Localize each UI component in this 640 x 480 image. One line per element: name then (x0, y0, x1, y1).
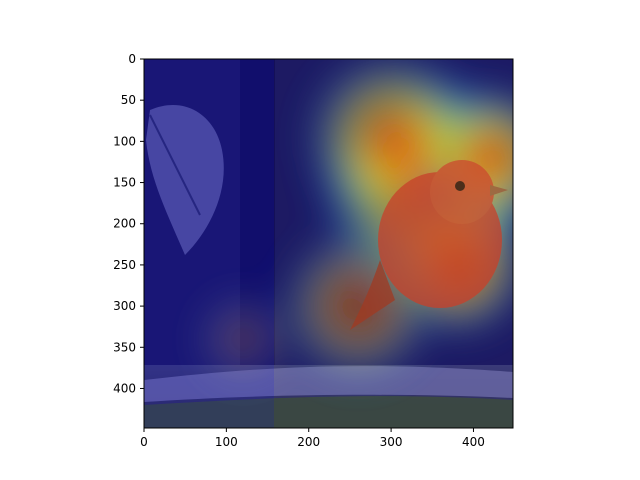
x-axis: 0 100 200 300 400 (140, 428, 485, 449)
x-tick-label-4: 400 (462, 435, 485, 449)
plot-frame (143, 58, 514, 429)
x-tick-label-0: 0 (140, 435, 148, 449)
y-tick-label-0: 0 (128, 52, 136, 66)
y-tick-label-1: 50 (121, 93, 136, 107)
y-tick-label-8: 400 (113, 381, 136, 395)
y-tick-label-7: 350 (113, 340, 136, 354)
x-tick-label-3: 300 (380, 435, 403, 449)
x-tick-label-2: 200 (297, 435, 320, 449)
y-tick-label-3: 150 (113, 176, 136, 190)
y-tick-label-4: 200 (113, 217, 136, 231)
bird-figure (350, 160, 508, 330)
y-tick-label-5: 250 (113, 258, 136, 272)
y-axis: 0 50 100 150 200 250 300 350 400 (113, 52, 144, 395)
heat-hotspot-5 (193, 289, 293, 389)
x-tick-label-1: 100 (215, 435, 238, 449)
y-tick-label-2: 100 (113, 134, 136, 148)
heatmap-image (144, 59, 513, 428)
y-tick-label-6: 300 (113, 299, 136, 313)
